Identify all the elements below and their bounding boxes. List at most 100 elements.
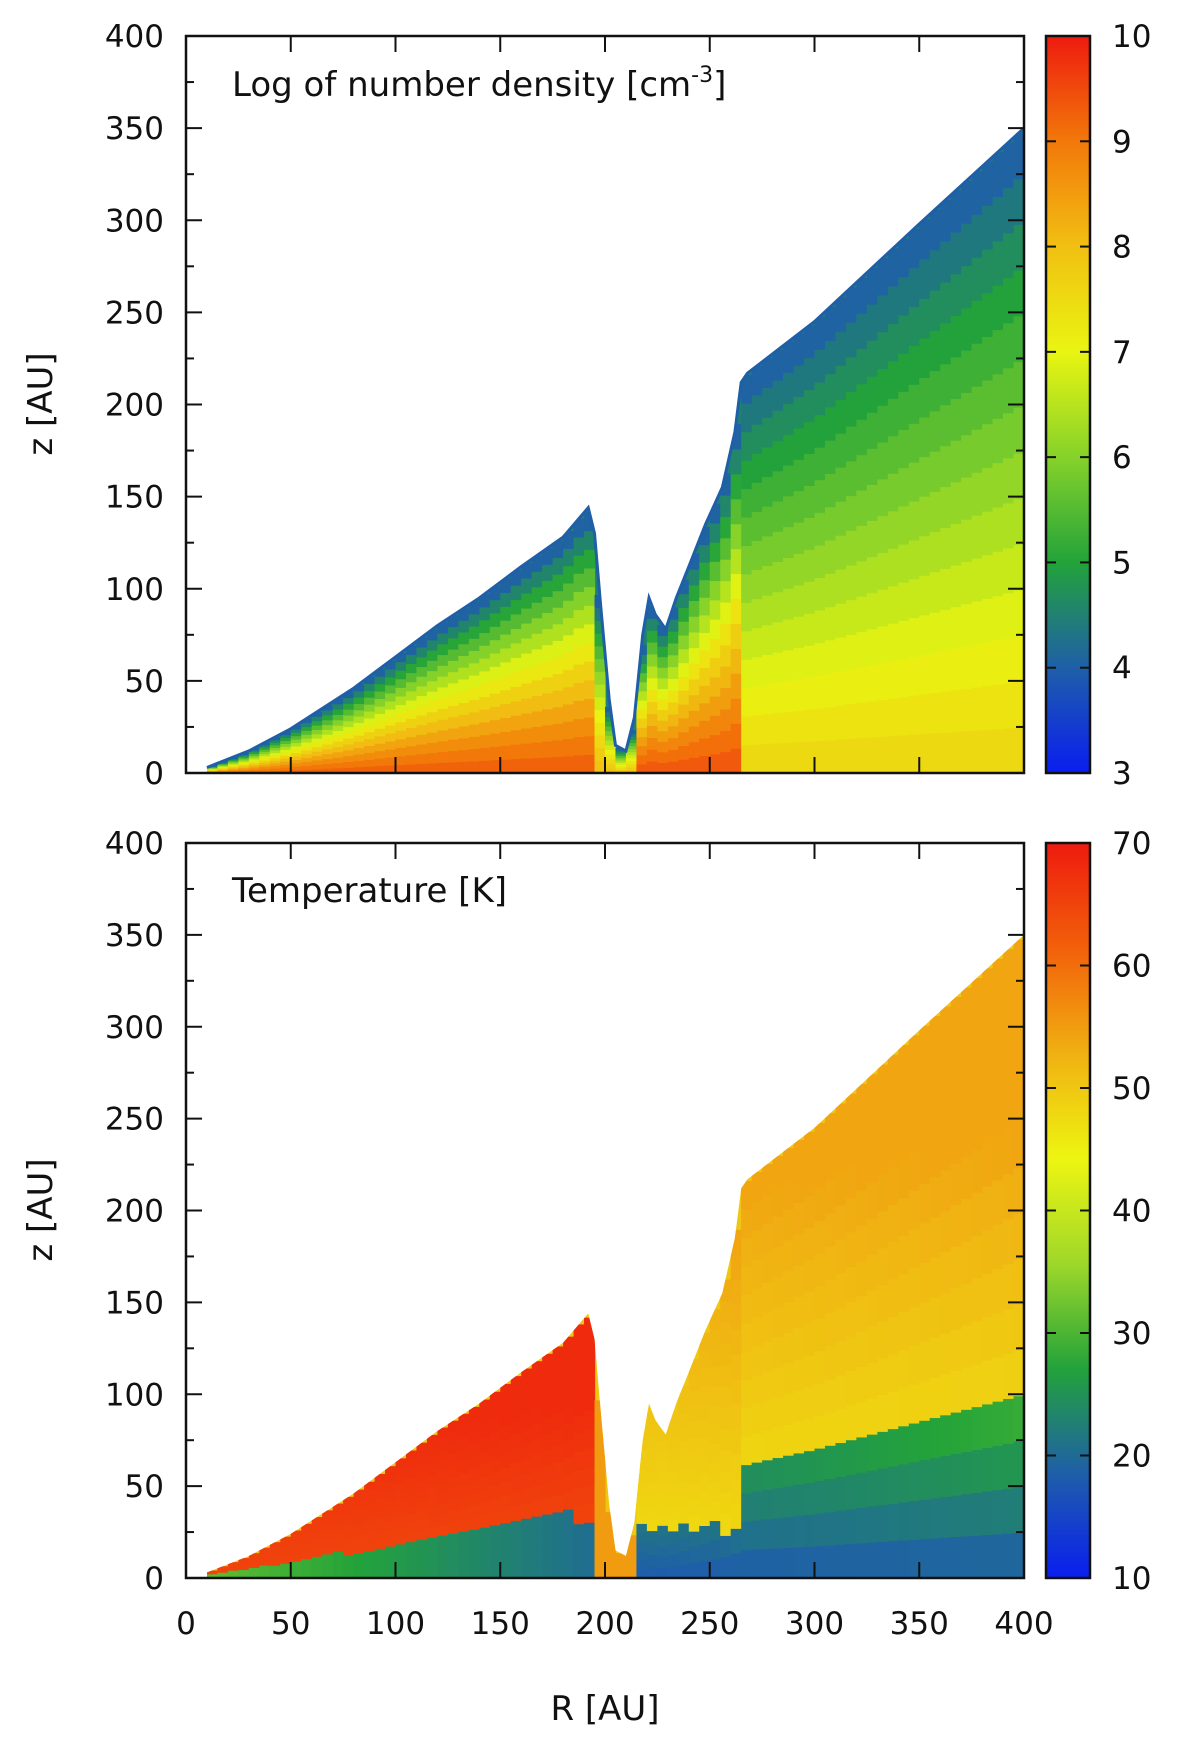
temperature-map-cell (364, 1523, 376, 1531)
temperature-map-cell (982, 968, 994, 1013)
temperature-map-cell (573, 1378, 585, 1398)
density-map-cell (552, 723, 564, 741)
temperature-map-cell (772, 1306, 784, 1338)
temperature-map-cell (227, 1574, 239, 1577)
density-map-cell (730, 698, 742, 724)
temperature-map-cell (227, 1566, 239, 1569)
temperature-map-cell (824, 1146, 837, 1181)
temperature-map-cell (1003, 1218, 1015, 1265)
density-map-cell (563, 531, 575, 549)
density-map-cell (468, 711, 480, 725)
density-map-cell (594, 696, 606, 710)
density-map-cell (730, 598, 742, 624)
temperature-map-cell (856, 1472, 868, 1509)
temperature-map-cell (311, 1517, 323, 1523)
density-map-cell (343, 709, 355, 716)
density-map-cell (699, 667, 711, 686)
temperature-map-cell (1013, 1122, 1024, 1169)
temperature-map-cell (709, 1424, 721, 1445)
density-map-cell (824, 706, 837, 741)
temperature-map-cell (426, 1465, 438, 1477)
temperature-map-cell (866, 1362, 878, 1399)
density-map-cell (835, 637, 847, 672)
temperature-map-cell (521, 1443, 533, 1459)
density-map-cell (971, 687, 983, 731)
temperature-map-cell (751, 1288, 763, 1318)
temperature-map-cell (500, 1480, 512, 1496)
temperature-map-cell (908, 1190, 920, 1230)
temperature-map-cell (908, 1539, 920, 1578)
temperature-map-cell (1013, 1213, 1024, 1260)
density-map-cell (856, 737, 868, 773)
temperature-map-cell (605, 1554, 617, 1560)
density-map-cell (730, 573, 742, 600)
density-map-cell (290, 742, 302, 747)
density-panel-label: Log of number density [cm-3] (232, 63, 726, 105)
temperature-map-cell (594, 1425, 606, 1440)
temperature-map-cell (332, 1572, 344, 1578)
density-map-cell (741, 602, 753, 632)
density-map-cell (301, 738, 313, 743)
temperature-map-cell (552, 1462, 564, 1480)
temperature-map-cell (269, 1557, 281, 1561)
density-map-cell (238, 768, 250, 771)
density-map-cell (531, 648, 543, 665)
density-map-cell (364, 724, 376, 733)
temperature-map-cell (563, 1457, 575, 1476)
density-map-cell (364, 745, 376, 753)
temperature-map-cell (531, 1392, 543, 1409)
temperature-map-cell (500, 1508, 512, 1524)
density-map-cell (887, 585, 899, 624)
temperature-map-cell (426, 1557, 438, 1569)
density-map-cell (269, 739, 281, 743)
density-map-cell (353, 684, 365, 692)
temperature-map-cell (280, 1557, 292, 1561)
temperature-map-cell (374, 1488, 386, 1497)
temperature-map-cell (563, 1388, 575, 1407)
density-map-cell (500, 731, 512, 746)
temperature-map-cell (385, 1546, 397, 1555)
density-map-cell (950, 273, 962, 316)
temperature-map-cell (908, 1306, 920, 1347)
density-map-cell (405, 690, 418, 701)
density-map-cell (269, 765, 281, 769)
temperature-map-cell (950, 1494, 962, 1538)
temperature-map-cell (961, 1535, 973, 1578)
temperature-map-cell (584, 1373, 596, 1393)
density-map-cell (573, 536, 585, 556)
temperature-map-cell (426, 1526, 438, 1538)
temperature-map-cell (426, 1434, 438, 1446)
temperature-map-cell (783, 1178, 795, 1210)
density-map-cell (531, 555, 543, 572)
density-map-cell (814, 316, 826, 350)
density-map-cell (405, 645, 418, 655)
temperature-map-cell (489, 1484, 501, 1499)
temperature-map-cell (971, 1492, 983, 1536)
density-map-cell (961, 434, 973, 478)
temperature-map-cell (887, 1279, 899, 1317)
temperature-map-cell (866, 1254, 878, 1291)
density-map-cell (248, 758, 260, 762)
temperature-map-cell (301, 1539, 313, 1544)
temperature-map-cell (961, 1367, 973, 1410)
temperature-map-cell (961, 1451, 973, 1495)
temperature-map-cell (385, 1506, 397, 1515)
temperature-map-cell (877, 1284, 889, 1322)
density-map-cell (385, 700, 397, 710)
temperature-map-cell (573, 1360, 585, 1380)
temperature-map-cell (709, 1539, 721, 1560)
temperature-map-cell (259, 1571, 271, 1575)
density-map-cell (992, 196, 1004, 242)
density-map-cell (343, 743, 355, 751)
density-map-cell (301, 765, 313, 770)
temperature-map-cell (322, 1515, 334, 1521)
density-map-cell (531, 602, 543, 619)
density-map-cell (385, 716, 397, 726)
temperature-map-cell (458, 1448, 470, 1462)
density-map-cell (521, 712, 533, 729)
temperature-map-cell (845, 1093, 857, 1129)
density-map-cell (709, 561, 721, 582)
density-map-cell (866, 340, 878, 377)
density-map-cell (1013, 452, 1024, 500)
density-map-cell (898, 658, 910, 698)
